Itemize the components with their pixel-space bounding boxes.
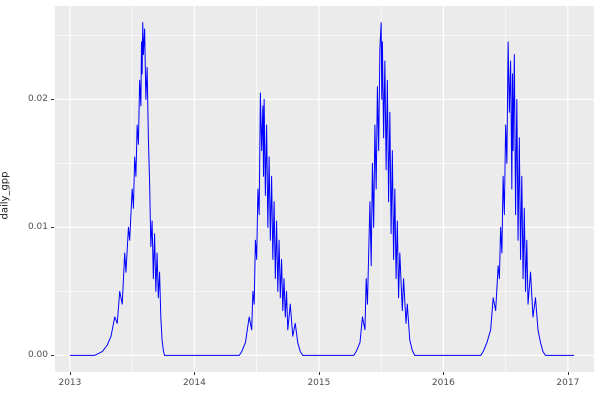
x-tick-mark [443,372,445,375]
y-tick-label: 0.02 [27,94,48,105]
y-tick-mark [51,227,54,229]
chart-panel [55,6,594,372]
x-tick-mark [318,372,320,375]
y-tick-label: 0.01 [27,222,48,233]
y-axis-title: daily_gpp [0,171,11,220]
y-tick-label: 0.00 [27,350,48,361]
x-tick-label: 2013 [58,378,82,388]
x-tick-mark [69,372,71,375]
x-tick-label: 2014 [182,378,206,388]
line-plot [55,6,594,372]
x-tick-mark [567,372,569,375]
x-tick-label: 2017 [556,378,580,388]
y-tick-mark [51,355,54,357]
y-tick-mark [51,99,54,101]
x-tick-label: 2016 [431,378,455,388]
data-line [69,22,575,356]
x-tick-label: 2015 [307,378,331,388]
x-tick-mark [194,372,196,375]
